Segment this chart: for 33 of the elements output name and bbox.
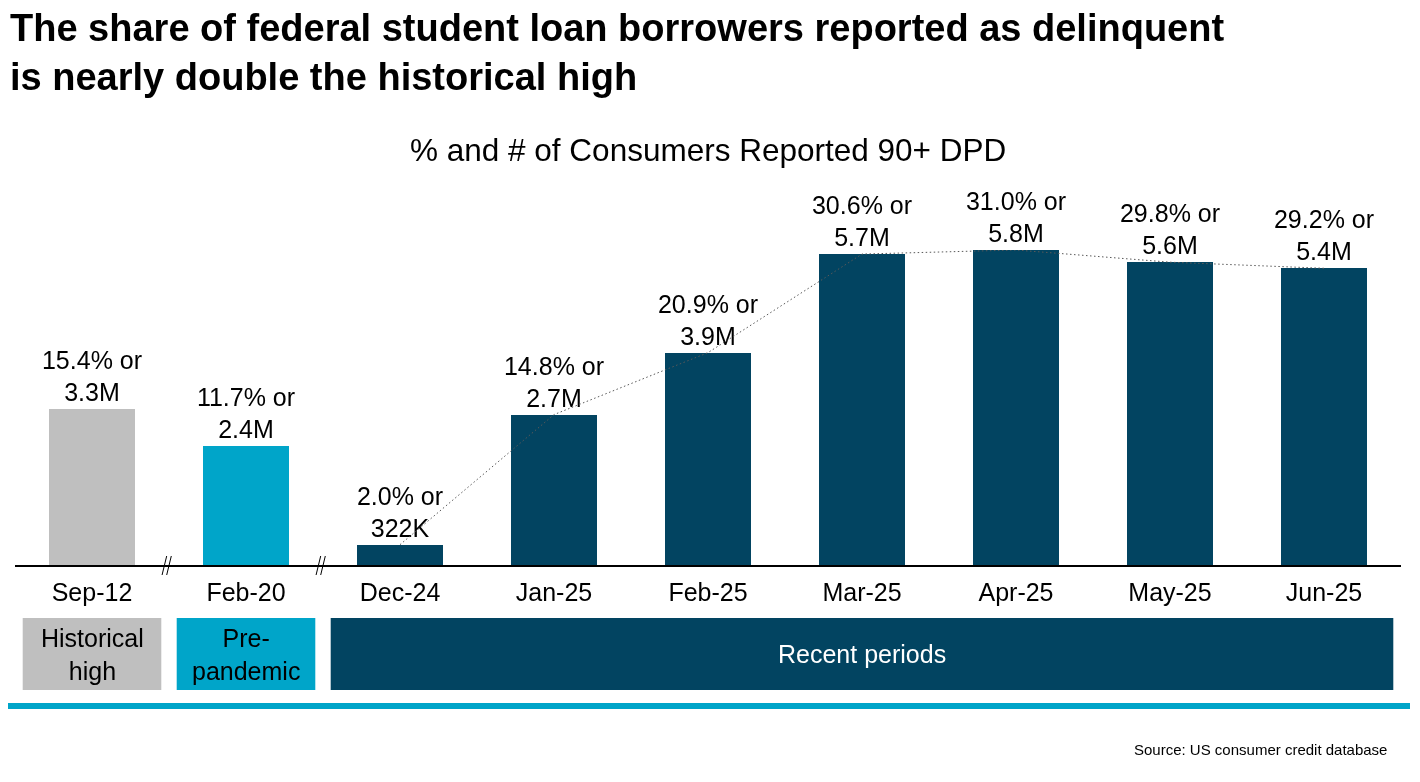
x-tick-label: May-25 [1128,577,1212,606]
x-tick-label: Dec-24 [359,577,441,606]
text: Recent periods [778,640,947,668]
data-label: 15.4% or 3.3M [41,345,143,406]
data-label: 20.9% or 3.9M [657,289,759,350]
chart-title: The share of federal student loan borrowers reported as delinquent is nearly double the historical high [10,7,1225,99]
x-tick-label: Apr-25 [978,577,1054,606]
source-note: Source: US consumer credit database [1134,741,1388,758]
text: Historical high [41,624,144,685]
bar [1127,262,1213,565]
x-tick-label: Mar-25 [822,577,902,606]
x-tick-label: Feb-25 [668,577,748,606]
data-label: 30.6% or 5.7M [811,190,913,251]
bar [819,254,905,565]
bar [357,545,443,565]
bar [1281,268,1367,565]
chart-subtitle: % and # of Consumers Reported 90+ DPD [410,132,1007,168]
x-tick-label: Jan-25 [515,577,593,606]
bar [511,415,597,565]
x-tick-label: Jun-25 [1285,577,1363,606]
data-label: 29.2% or 5.4M [1273,204,1375,265]
data-label: 31.0% or 5.8M [965,186,1067,247]
bar [973,250,1059,565]
text: Pre-pandemic [192,624,301,685]
data-label: 29.8% or 5.6M [1119,198,1221,259]
data-label: 14.8% or 2.7M [503,351,605,412]
data-label: 2.0% or 322K [356,481,444,542]
bar [665,353,751,565]
data-label: 11.7% or 2.4M [196,382,296,443]
x-tick-label: Feb-20 [206,577,286,606]
bar [203,446,289,565]
bar [49,409,135,565]
x-tick-label: Sep-12 [51,577,133,606]
